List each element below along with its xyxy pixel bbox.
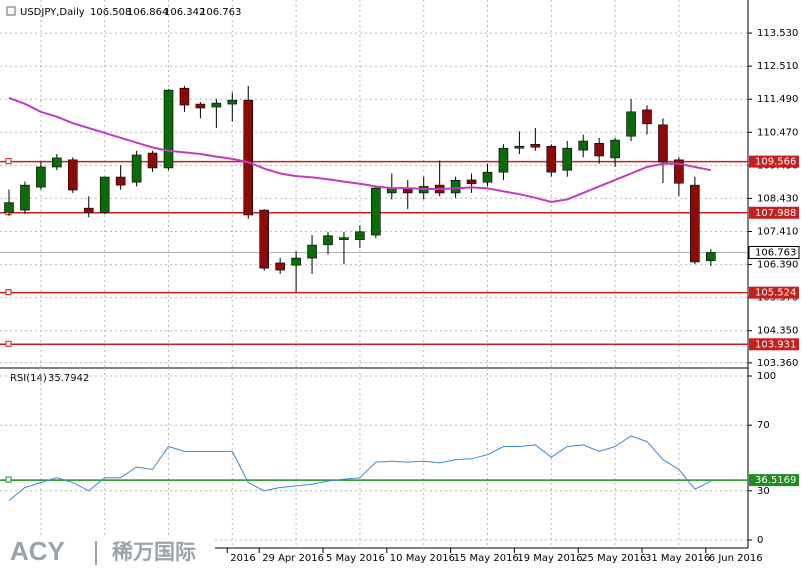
candle-body: [705, 252, 716, 262]
header-high: 106.864: [127, 7, 168, 18]
level-label: 36.5169: [755, 475, 796, 486]
candle-body: [195, 103, 206, 109]
candle-body: [339, 237, 349, 240]
candle-body: [83, 207, 94, 213]
candle-body: [307, 244, 317, 259]
x-tick-label: 6 Jun 2016: [709, 553, 763, 564]
level-label: 103.931: [755, 339, 796, 350]
level-label-bg: [749, 338, 799, 351]
candle-body: [578, 140, 589, 151]
y-tick-label: 108.430: [757, 193, 798, 204]
y-tick-label: 70: [757, 420, 770, 431]
candle-body: [275, 262, 285, 271]
candle-body: [450, 179, 461, 194]
candle-body: [355, 231, 365, 240]
watermark-bg: [0, 536, 215, 576]
x-tick-label: 19 May 2016: [517, 553, 582, 564]
candle-body: [243, 99, 254, 216]
y-tick-label: 106.390: [757, 260, 798, 271]
rsi-title: RSI(14): [10, 373, 47, 384]
y-tick-label: 111.490: [757, 94, 798, 105]
candle-body: [323, 235, 333, 246]
x-tick-label: 15 May 2016: [454, 553, 519, 564]
candle-body: [562, 147, 573, 171]
candle-body: [530, 143, 541, 148]
y-tick-label: 30: [757, 486, 770, 497]
y-tick-label: 0: [757, 535, 763, 546]
header-close: 106.763: [200, 7, 241, 18]
x-tick-label: 10 May 2016: [390, 553, 455, 564]
candle-body: [514, 145, 525, 149]
rsi-line: [8, 435, 712, 501]
level-label-bg: [749, 206, 799, 219]
candle-body: [227, 99, 238, 105]
candle-body: [498, 147, 509, 173]
candle-body: [68, 159, 78, 191]
level-label-bg: [749, 286, 799, 299]
level-label: 107.988: [755, 208, 796, 219]
candle-body: [626, 111, 636, 137]
header-low: 106.342: [164, 7, 205, 18]
candle-body: [690, 184, 700, 263]
candle-body: [610, 139, 620, 159]
candle-body: [20, 184, 30, 211]
level-marker: [5, 476, 12, 483]
current-price-label: 106.763: [755, 247, 796, 258]
y-tick-label: 110.470: [757, 127, 798, 138]
moving-average: [8, 96, 711, 204]
level-label-bg: [749, 155, 799, 168]
y-tick-label: 107.410: [757, 226, 798, 237]
symbol-title: USDJPY,Daily: [20, 7, 85, 18]
candle-body: [4, 202, 14, 213]
y-tick-label: 113.530: [757, 28, 798, 39]
y-tick-label: 112.510: [757, 61, 798, 72]
candle-body: [259, 209, 270, 269]
level-marker: [5, 289, 12, 296]
candle-body: [115, 176, 126, 186]
candle-body: [52, 157, 62, 168]
candle-body: [131, 154, 142, 183]
y-tick-label: 103.360: [757, 358, 798, 369]
candle-body: [211, 102, 222, 108]
x-tick-label: 29 Apr 2016: [262, 553, 324, 564]
candle-body: [291, 257, 301, 266]
watermark-brand: ACY: [10, 536, 65, 566]
y-tick-label: 100: [757, 371, 776, 382]
candle-body: [642, 109, 652, 125]
candle-body: [163, 89, 174, 169]
level-label: 109.566: [755, 157, 796, 168]
y-tick-label: 104.350: [757, 326, 798, 337]
candle-body: [482, 171, 493, 183]
level-marker: [5, 158, 12, 165]
rsi-value: 35.7942: [48, 373, 89, 384]
candle-body: [371, 187, 381, 236]
candle-body: [36, 166, 46, 188]
candle-body: [594, 143, 604, 157]
x-tick-label: 31 May 2016: [645, 553, 710, 564]
header-open: 106.508: [90, 7, 131, 18]
candle-body: [674, 159, 684, 184]
candle-body: [466, 179, 477, 185]
candle-body: [147, 152, 158, 169]
level-label-bg: [749, 474, 799, 487]
candle-body: [179, 87, 190, 106]
candle-body: [658, 124, 668, 163]
x-tick-label: 2016: [230, 553, 255, 564]
x-tick-label: 25 May 2016: [581, 553, 646, 564]
level-label: 105.524: [755, 288, 796, 299]
current-price-label-bg: [748, 245, 800, 259]
symbol-icon: [6, 6, 16, 16]
watermark: ACY 稀万国际: [0, 536, 215, 576]
x-tick-label: 5 May 2016: [326, 553, 385, 564]
candle-body: [546, 145, 557, 173]
candle-body: [99, 176, 110, 213]
level-marker: [5, 340, 12, 347]
watermark-name: 稀万国际: [112, 540, 196, 564]
